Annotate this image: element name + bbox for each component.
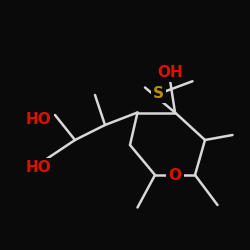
Text: O: O xyxy=(168,168,181,182)
Text: OH: OH xyxy=(157,65,183,80)
Text: HO: HO xyxy=(26,112,52,128)
Text: S: S xyxy=(153,86,164,101)
Text: HO: HO xyxy=(26,160,52,175)
